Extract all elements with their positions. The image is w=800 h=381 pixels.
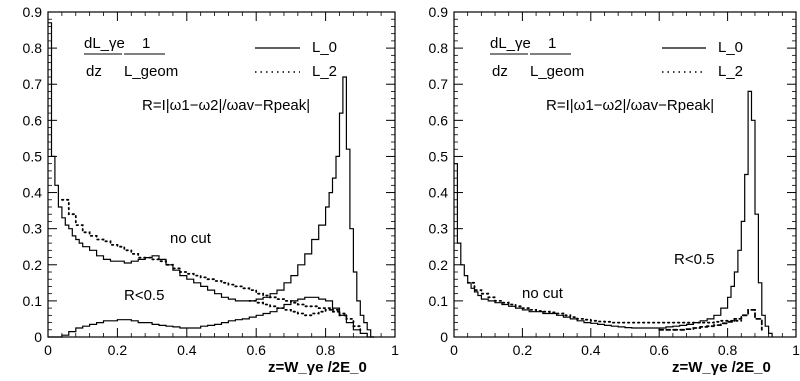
y-tick-label: 0.2 <box>23 257 43 273</box>
r-definition: R=I|ω1−ω2|/ωav−Rpeak| <box>142 97 310 114</box>
y-tick-label: 0.5 <box>429 148 449 164</box>
formula-one: 1 <box>142 35 150 52</box>
y-tick-label: 0.4 <box>23 185 43 201</box>
formula-geom: L_geom <box>124 63 178 80</box>
x-tick-label: 0.6 <box>649 342 669 358</box>
formula-one: 1 <box>548 35 556 52</box>
right-plot-panel: dL_γe dz 1 L_geom L_0 L_2 R=I|ω1−ω2|/ωav… <box>429 4 800 376</box>
y-tick-label: 0.7 <box>429 76 449 92</box>
left-plot-panel: dL_γe dz 1 L_geom L_0 L_2 R=I|ω1−ω2|/ωav… <box>23 4 400 376</box>
x-tick-label: 0.4 <box>581 342 601 358</box>
x-tick-label: 1 <box>391 342 399 358</box>
y-tick-label: 0.1 <box>429 293 449 309</box>
formula-denominator: dz <box>86 63 102 80</box>
y-tick-label: 0.1 <box>23 293 43 309</box>
formula-geom: L_geom <box>530 63 584 80</box>
x-tick-label: 0.8 <box>316 342 336 358</box>
series-line-3 <box>248 300 362 335</box>
right-legend: dL_γe dz 1 L_geom L_0 L_2 R=I|ω1−ω2|/ωav… <box>490 35 743 114</box>
legend-solid-label: L_0 <box>312 39 337 56</box>
plot-frame <box>47 11 396 338</box>
series-line-1 <box>466 281 743 324</box>
y-tick-label: 0.6 <box>429 112 449 128</box>
x-tick-label: 0.6 <box>246 342 266 358</box>
series-line-2 <box>48 296 375 338</box>
series-group <box>48 22 375 338</box>
x-tick-label: 1 <box>792 342 800 358</box>
x-tick-label: 0.2 <box>108 342 128 358</box>
y-tick-label: 0.6 <box>23 112 43 128</box>
axes: 0 0.1 0.2 0.3 0.4 0.5 0.6 0.7 0.8 0.9 0 0.2 0.4 0.6 0.… <box>429 4 800 358</box>
legend-solid-label: L_0 <box>718 39 743 56</box>
annotation-no-cut: no cut <box>170 230 212 247</box>
y-tick-label: 0.5 <box>23 148 43 164</box>
formula-numerator: dL_γe <box>490 35 531 52</box>
r-definition: R=I|ω1−ω2|/ωav−Rpeak| <box>546 97 714 114</box>
x-tick-label: 0 <box>44 342 52 358</box>
y-tick-label: 0.8 <box>429 40 449 56</box>
x-tick-label: 0.8 <box>718 342 738 358</box>
x-tick-label: 0.4 <box>177 342 197 358</box>
series-line-0 <box>454 90 773 337</box>
left-legend: dL_γe dz 1 L_geom L_0 L_2 R=I|ω1−ω2|/ωav… <box>84 35 337 114</box>
series-group <box>454 90 773 337</box>
series-line-1 <box>61 198 348 320</box>
x-axis-label: z=W_γe /2E_0 <box>672 359 771 376</box>
plot-frame <box>453 11 797 338</box>
legend-dotted-label: L_2 <box>312 63 337 80</box>
series-line-2 <box>658 309 763 331</box>
x-axis-label: z=W_γe /2E_0 <box>268 359 367 376</box>
y-tick-label: 0.3 <box>429 221 449 237</box>
annotation-r-cut: R<0.5 <box>124 287 164 304</box>
y-tick-label: 0 <box>440 329 448 345</box>
y-tick-label: 0.7 <box>23 76 43 92</box>
annotation-r-cut: R<0.5 <box>674 251 714 268</box>
series-line-0 <box>48 22 375 338</box>
legend-dotted-label: L_2 <box>718 63 743 80</box>
y-tick-label: 0 <box>34 329 42 345</box>
y-tick-label: 0.4 <box>429 185 449 201</box>
y-tick-label: 0.9 <box>23 4 43 20</box>
annotation-no-cut: no cut <box>522 285 564 302</box>
y-tick-label: 0.8 <box>23 40 43 56</box>
x-tick-label: 0 <box>450 342 458 358</box>
axes: 0 0.1 0.2 0.3 0.4 0.5 0.6 0.7 0.8 0.9 0 0.2 0.4 0.6 0.… <box>23 4 400 358</box>
formula-denominator: dz <box>492 63 508 80</box>
y-tick-label: 0.3 <box>23 221 43 237</box>
y-tick-label: 0.9 <box>429 4 449 20</box>
x-tick-label: 0.2 <box>513 342 533 358</box>
y-tick-label: 0.2 <box>429 257 449 273</box>
formula-numerator: dL_γe <box>84 35 125 52</box>
